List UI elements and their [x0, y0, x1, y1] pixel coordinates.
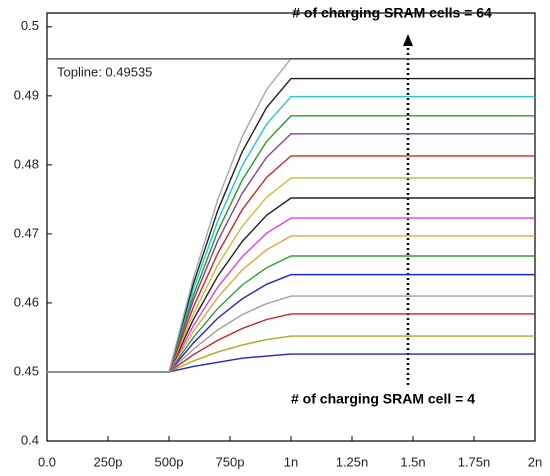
- y-tick-label: 0.47: [14, 225, 39, 240]
- y-tick-label: 0.4: [21, 432, 39, 447]
- series-line: [47, 217, 535, 373]
- series-line: [47, 335, 535, 373]
- topline-label: Topline: 0.49535: [57, 64, 152, 79]
- annotation: # of charging SRAM cells = 64: [292, 5, 492, 21]
- series-line: [47, 353, 535, 373]
- series-line: [47, 295, 535, 373]
- y-tick-label: 0.49: [14, 87, 39, 102]
- x-tick-label: 1.75n: [458, 454, 491, 469]
- y-tick-label: 0.46: [14, 294, 39, 309]
- x-tick-label: 0.0: [38, 454, 56, 469]
- x-tick-label: 1.5n: [400, 454, 425, 469]
- series-line: [47, 313, 535, 373]
- series-line: [47, 197, 535, 373]
- series-line: [47, 273, 535, 373]
- x-tick-label: 1.25n: [336, 454, 369, 469]
- x-tick-label: 2n: [528, 454, 542, 469]
- y-tick-label: 0.48: [14, 156, 39, 171]
- series-line: [47, 155, 535, 373]
- arrow-head: [403, 34, 413, 46]
- x-tick-label: 500p: [155, 454, 184, 469]
- series-line: [47, 115, 535, 373]
- y-tick-label: 0.5: [21, 18, 39, 33]
- annotation: # of charging SRAM cell = 4: [291, 391, 475, 407]
- series-line: [47, 95, 535, 373]
- x-tick-label: 750p: [216, 454, 245, 469]
- x-tick-label: 250p: [94, 454, 123, 469]
- series-line: [47, 77, 535, 373]
- series-line: [47, 57, 535, 373]
- x-tick-label: 1n: [284, 454, 298, 469]
- y-tick-label: 0.45: [14, 363, 39, 378]
